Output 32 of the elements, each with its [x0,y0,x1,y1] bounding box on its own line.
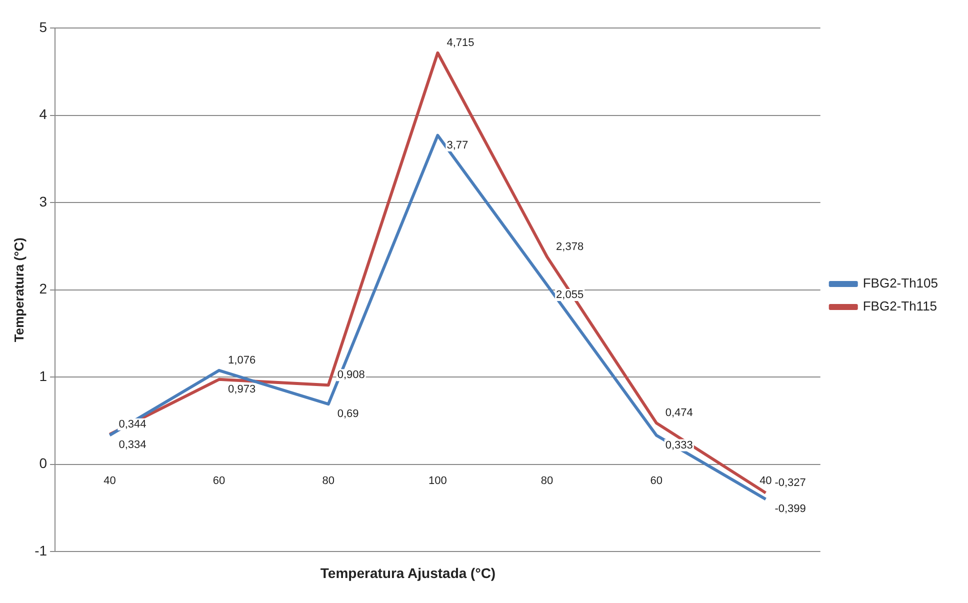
data-label: 1,076 [228,354,256,366]
y-axis-title: Temperatura (°C) [11,237,26,342]
data-label: 0,334 [118,439,146,452]
x-tick-label: 60 [650,474,662,487]
y-tick-label: -1 [34,542,48,558]
data-label: 2,055 [556,289,584,302]
x-tick-label: 40 [760,474,772,487]
x-tick-label: 80 [322,474,334,487]
x-axis-title: Temperatura Ajustada (°C) [319,565,497,581]
y-tick-label: 4 [39,106,48,122]
data-label: 0,973 [228,383,256,396]
y-tick-label: 5 [39,18,48,35]
x-tick-label: 100 [428,474,447,487]
y-tick-label: 2 [39,280,48,297]
data-label: 3,77 [446,139,468,152]
x-tick-label: 60 [212,474,226,487]
y-tick-label: 1 [39,368,48,384]
y-tick-label: 3 [39,193,48,210]
data-label: 0,69 [337,408,359,420]
x-tick-label: 80 [540,474,554,487]
data-label: 0,344 [118,418,146,430]
legend-label: FBG2-Th115 [862,298,938,314]
data-label: 0,908 [337,369,365,382]
y-tick-label: 0 [39,455,48,472]
data-label: 0,333 [665,439,693,452]
data-label: -0,327 [774,476,806,489]
x-tick-label: 40 [104,474,116,487]
data-label: 4,715 [446,36,474,49]
data-label: -0,399 [774,503,806,516]
legend-label: FBG2-Th105 [862,276,938,291]
data-label: 0,474 [665,407,693,419]
data-label: 2,378 [556,240,584,253]
